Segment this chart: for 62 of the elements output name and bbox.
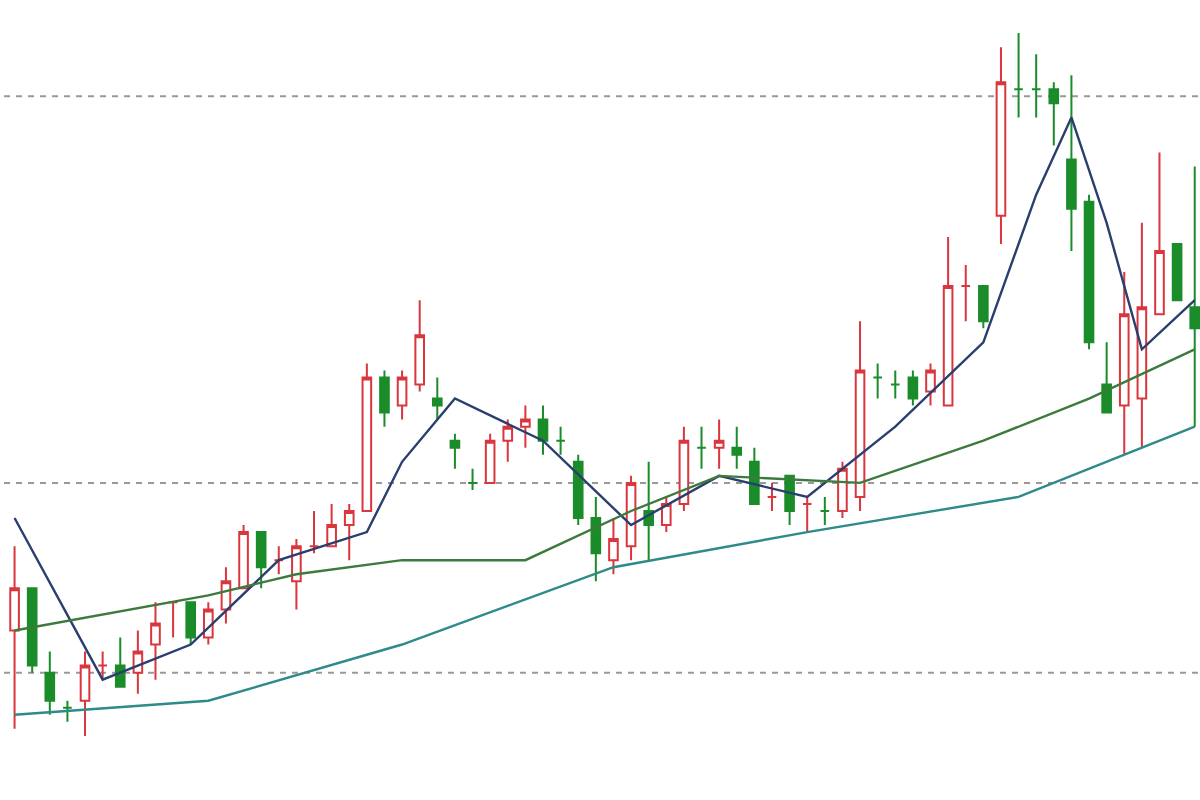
candlestick bbox=[978, 285, 989, 330]
candlestick bbox=[114, 636, 126, 688]
candlestick bbox=[520, 404, 531, 449]
candlestick bbox=[44, 650, 56, 716]
candlestick bbox=[731, 425, 743, 470]
candlestick bbox=[467, 467, 478, 491]
candlestick bbox=[343, 502, 355, 562]
candlestick bbox=[696, 425, 707, 470]
candlestick bbox=[1048, 81, 1060, 147]
candlestick bbox=[167, 601, 179, 639]
candlestick bbox=[801, 495, 813, 534]
candlestick bbox=[608, 517, 619, 576]
candlestick bbox=[308, 510, 320, 555]
candlestick bbox=[9, 545, 20, 730]
candlestick bbox=[1030, 53, 1042, 119]
candlestick bbox=[26, 587, 38, 674]
candlestick bbox=[150, 601, 161, 681]
candlestick bbox=[819, 495, 831, 527]
candlestick bbox=[203, 601, 214, 646]
candlestick bbox=[396, 369, 408, 421]
candlestick bbox=[889, 369, 901, 400]
candlestick bbox=[255, 531, 267, 590]
candlestick bbox=[1154, 151, 1165, 316]
candlestick bbox=[555, 425, 566, 456]
candlestick bbox=[1189, 165, 1200, 428]
candlestick bbox=[1171, 242, 1183, 302]
candlestick bbox=[872, 362, 883, 400]
candlestick bbox=[62, 699, 73, 723]
candlestick bbox=[766, 481, 778, 512]
candlestick bbox=[942, 235, 954, 407]
candlestick bbox=[502, 418, 514, 463]
candlestick bbox=[79, 650, 91, 737]
candlestick bbox=[660, 495, 672, 534]
candlestick bbox=[132, 629, 144, 695]
candlestick bbox=[995, 46, 1007, 245]
candlestick bbox=[1083, 193, 1095, 351]
candlestick bbox=[960, 264, 972, 323]
candlestick bbox=[238, 524, 249, 590]
candlestick bbox=[1066, 74, 1077, 252]
candlestick bbox=[713, 418, 725, 470]
candlestick bbox=[590, 495, 602, 583]
candlestick bbox=[449, 432, 461, 470]
candlestick bbox=[1101, 341, 1112, 414]
candlestick bbox=[907, 369, 919, 407]
candlestick bbox=[185, 601, 197, 646]
candlestick bbox=[97, 650, 108, 681]
candlestick bbox=[432, 376, 443, 421]
candlestick bbox=[854, 320, 866, 512]
candlestick bbox=[1136, 221, 1148, 449]
candlestick bbox=[484, 432, 496, 484]
candlestick bbox=[643, 460, 654, 562]
candlestick bbox=[273, 545, 285, 576]
candlestick bbox=[414, 299, 425, 393]
candlestick bbox=[1013, 32, 1024, 119]
candlestick bbox=[537, 404, 549, 456]
candlestick bbox=[326, 502, 337, 548]
candlestick bbox=[925, 362, 936, 407]
candlestick bbox=[572, 453, 584, 527]
candlestick bbox=[361, 362, 373, 512]
candlestick bbox=[379, 369, 390, 428]
candlestick bbox=[1118, 271, 1130, 456]
candlestick bbox=[837, 460, 848, 520]
